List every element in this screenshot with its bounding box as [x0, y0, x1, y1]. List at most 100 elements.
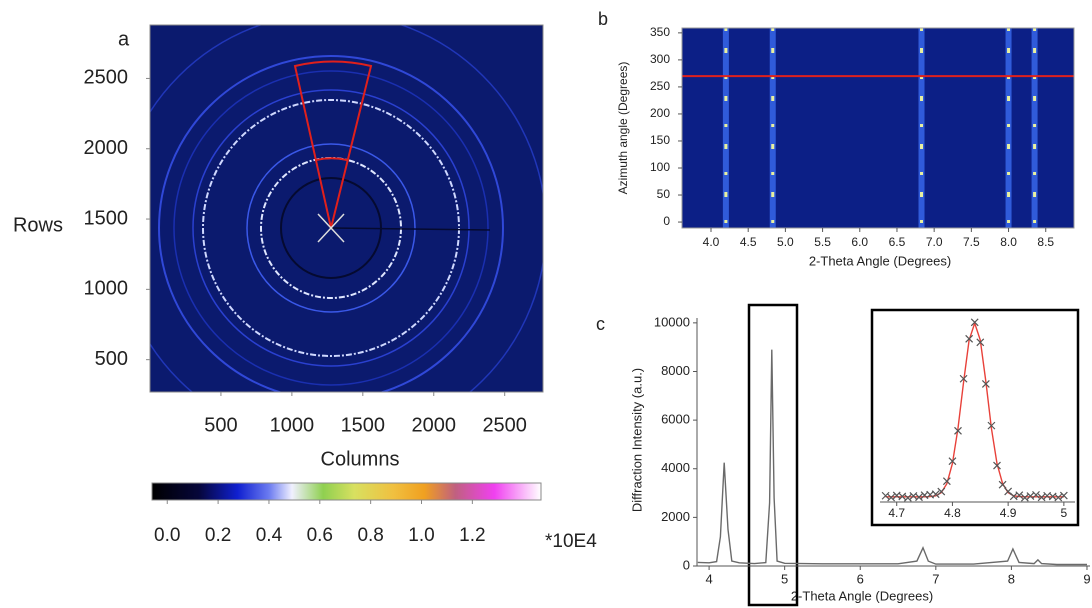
colorbar-tick-label: 0.6	[307, 525, 333, 546]
x-tick-label: 8.5	[1037, 235, 1054, 249]
colorbar-tick-label: 1.0	[408, 525, 434, 546]
data-point	[942, 477, 951, 486]
data-point	[948, 457, 957, 466]
ray	[330, 227, 491, 231]
colorbar-tick-label: 1.2	[459, 525, 485, 546]
x-tick-label: 5.5	[814, 235, 831, 249]
y-tick-label: 200	[650, 106, 670, 120]
data-point	[1020, 493, 1029, 502]
x-tick-label: 4	[705, 571, 712, 586]
colorbar-tick-label: 0.0	[154, 525, 180, 546]
data-point	[931, 490, 940, 499]
inset-box	[870, 308, 1080, 527]
ring	[192, 89, 470, 367]
x-tick-label: 4.7	[888, 506, 905, 520]
y-tick-label: 0	[663, 214, 670, 228]
y-tick-label: 4000	[661, 460, 690, 475]
data-point	[915, 493, 923, 502]
colorbar	[151, 482, 542, 501]
heatmap-bg	[682, 28, 1074, 228]
y-axis-label: Diffraction Intensity (a.u.)	[629, 368, 644, 512]
x-tick-label: 1000	[270, 414, 315, 436]
data-point	[887, 493, 896, 502]
y-tick-label: 150	[650, 133, 670, 147]
x-tick-label: 5	[781, 571, 788, 586]
ring	[173, 70, 489, 386]
x-tick-label: 2000	[412, 414, 457, 436]
data-point	[1054, 493, 1063, 502]
y-tick-label: 100	[650, 160, 670, 174]
y-tick-label: 1000	[84, 278, 129, 300]
data-point	[965, 334, 974, 343]
colorbar-tick-label: 0.4	[256, 525, 283, 546]
y-tick-label: 2000	[661, 509, 690, 524]
x-tick-label: 9	[1083, 571, 1090, 586]
colorbar-unit: *10E4	[545, 531, 597, 552]
y-axis-label: Rows	[13, 214, 63, 236]
x-tick-label: 7.0	[926, 235, 943, 249]
panel-label: b	[598, 9, 608, 29]
y-tick-label: 500	[95, 348, 128, 370]
zoom-box	[747, 303, 799, 607]
y-tick-label: 6000	[661, 412, 690, 427]
data-point	[937, 487, 946, 496]
x-tick-label: 8	[1008, 571, 1015, 586]
y-tick-label: 300	[650, 52, 670, 66]
ring	[158, 55, 504, 392]
x-tick-label: 4.5	[740, 235, 757, 249]
data-point	[1032, 490, 1040, 499]
data-point	[959, 374, 968, 383]
panel-label: a	[118, 28, 130, 50]
data-point	[981, 380, 990, 388]
ring	[246, 143, 416, 313]
x-tick-label: 1500	[341, 414, 386, 436]
data-point	[987, 421, 996, 430]
x-axis-label: 2-Theta Angle (Degrees)	[791, 588, 933, 603]
detector-image	[150, 25, 543, 392]
x-tick-label: 4.9	[1000, 506, 1017, 520]
data-line	[697, 349, 1087, 566]
y-tick-label: 10000	[654, 314, 690, 329]
y-tick-label: 8000	[661, 363, 690, 378]
ring	[202, 99, 460, 357]
x-tick-label: 5.0	[777, 235, 794, 249]
y-tick-label: 2000	[84, 137, 129, 159]
x-tick-label: 6.5	[889, 235, 906, 249]
y-axis-label: Azimuth angle (Degrees)	[616, 62, 630, 195]
colorbar-tick-label: 0.8	[357, 525, 383, 546]
x-tick-label: 8.0	[1000, 235, 1017, 249]
x-tick-label: 4.0	[703, 235, 720, 249]
x-tick-label: 6.0	[851, 235, 868, 249]
x-axis-label: 2-Theta Angle (Degrees)	[809, 253, 951, 268]
diffraction-rings	[150, 25, 543, 392]
frame	[681, 27, 1075, 229]
data-point	[1037, 493, 1046, 502]
data-point	[998, 480, 1007, 489]
x-tick-label: 4.8	[944, 506, 961, 520]
data-point	[1015, 491, 1024, 500]
y-tick-label: 0	[683, 557, 690, 572]
y-tick-label: 50	[657, 187, 671, 201]
y-tick-label: 2500	[84, 67, 129, 89]
x-tick-label: 500	[204, 414, 237, 436]
data-point	[954, 426, 962, 435]
x-tick-label: 7	[932, 571, 939, 586]
frame	[149, 24, 544, 393]
x-tick-label: 5	[1061, 506, 1068, 520]
colorbar-tick-label: 0.2	[205, 525, 231, 546]
panel-label: c	[596, 314, 605, 334]
y-tick-label: 250	[650, 79, 670, 93]
data-point	[1059, 491, 1068, 500]
data-point	[881, 491, 890, 500]
data-point	[970, 318, 979, 327]
x-tick-label: 2500	[482, 414, 527, 436]
data-point	[903, 493, 912, 502]
x-tick-label: 6	[857, 571, 864, 586]
y-tick-label: 350	[650, 25, 670, 39]
sector	[293, 60, 373, 229]
y-tick-label: 1500	[84, 207, 129, 229]
data-point	[993, 461, 1001, 470]
beam-center	[317, 213, 345, 243]
data-point	[976, 338, 985, 347]
